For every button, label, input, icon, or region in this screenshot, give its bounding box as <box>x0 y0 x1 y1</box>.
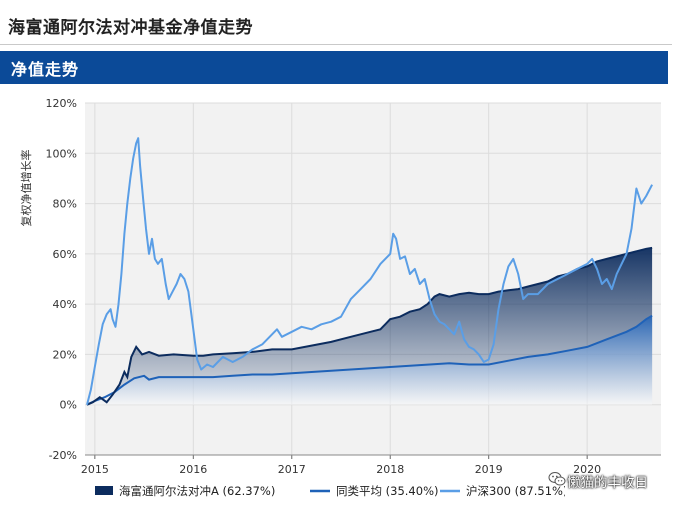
series-area-peer <box>87 315 653 405</box>
y-tick-label: 100% <box>46 147 77 160</box>
y-tick-label: 80% <box>53 198 77 211</box>
x-tick-label: 2016 <box>179 463 207 476</box>
y-axis-label: 复权净值增长率 <box>19 150 33 227</box>
title-divider <box>0 44 672 45</box>
y-tick-label: 20% <box>53 348 77 361</box>
y-tick-label: 0% <box>60 399 77 412</box>
nav-chart: -20% 0% 20% 40% 60% 80% 100% 120% 2015 2016 2017 20… <box>6 88 668 504</box>
wechat-icon <box>548 472 566 486</box>
y-tick-label: 60% <box>53 248 77 261</box>
legend-swatch-fund <box>95 486 113 495</box>
legend-label: 沪深300 (87.51%) <box>466 484 565 498</box>
series-line-peer <box>86 314 653 406</box>
x-tick-label: 2018 <box>376 463 404 476</box>
legend-svg: 海富通阿尔法对冲A (62.37%) 同类平均 (35.40%) 沪深300 (87… <box>95 484 567 498</box>
nav-chart-svg: -20% 0% 20% 40% 60% 80% 100% 120% 2015 2016 2017 20… <box>19 97 661 476</box>
watermark: 懒猫的丰收日 <box>548 470 673 491</box>
series-line-index <box>86 137 653 405</box>
y-tick-label: 120% <box>46 97 77 110</box>
y-tick-label: 40% <box>53 298 77 311</box>
watermark-text: 懒猫的丰收日 <box>567 475 648 491</box>
section-title: 净值走势 <box>11 60 80 79</box>
y-tick-label: -20% <box>49 449 77 462</box>
x-tick-label: 2020 <box>573 463 601 476</box>
legend-label: 海富通阿尔法对冲A (62.37%) <box>119 484 275 498</box>
chart-legend: 海富通阿尔法对冲A (62.37%) 同类平均 (35.40%) 沪深300 (87… <box>95 481 567 501</box>
section-header: 净值走势 <box>0 51 668 84</box>
x-tick-label: 2017 <box>278 463 306 476</box>
x-tick-label: 2019 <box>475 463 503 476</box>
x-tick-label: 2015 <box>81 463 109 476</box>
page-title: 海富通阿尔法对冲基金净值走势 <box>8 18 253 38</box>
legend-label: 同类平均 (35.40%) <box>336 484 438 498</box>
